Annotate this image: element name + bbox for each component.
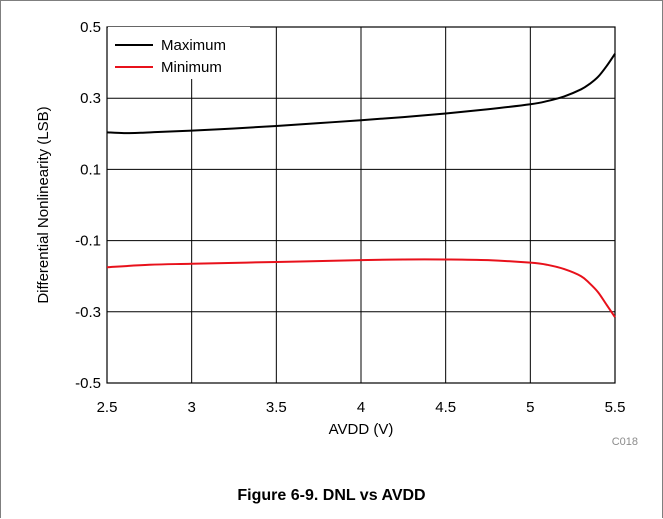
y-tick-label: -0.3 bbox=[75, 304, 101, 321]
legend-box bbox=[108, 27, 250, 79]
series-line-maximum bbox=[106, 53, 616, 135]
legend-label-minimum: Minimum bbox=[161, 59, 222, 76]
x-tick-label: 5 bbox=[526, 399, 534, 416]
series-lines bbox=[106, 53, 616, 318]
y-tick-label: -0.1 bbox=[75, 233, 101, 250]
x-tick-label: 2.5 bbox=[97, 399, 118, 416]
x-axis-label: AVDD (V) bbox=[329, 421, 394, 438]
figure-code: C018 bbox=[612, 436, 638, 448]
figure-caption: Figure 6-9. DNL vs AVDD bbox=[237, 487, 426, 504]
grid bbox=[107, 27, 615, 383]
legend: Maximum Minimum bbox=[108, 27, 250, 79]
x-tick-label: 4 bbox=[357, 399, 365, 416]
x-tick-label: 3.5 bbox=[266, 399, 287, 416]
y-axis-label: Differential Nonlinearity (LSB) bbox=[35, 106, 52, 303]
y-tick-label: 0.5 bbox=[80, 19, 101, 36]
x-tick-label: 4.5 bbox=[435, 399, 456, 416]
legend-label-maximum: Maximum bbox=[161, 37, 226, 54]
x-tick-labels: 2.5 3 3.5 4 4.5 5 5.5 bbox=[97, 399, 626, 416]
y-tick-label: 0.3 bbox=[80, 90, 101, 107]
x-tick-label: 3 bbox=[187, 399, 195, 416]
plot-border bbox=[106, 26, 616, 384]
series-line-minimum bbox=[106, 258, 616, 318]
y-tick-label: -0.5 bbox=[75, 375, 101, 392]
y-tick-label: 0.1 bbox=[80, 161, 101, 178]
y-tick-labels: 0.5 0.3 0.1 -0.1 -0.3 -0.5 bbox=[75, 19, 101, 392]
x-tick-label: 5.5 bbox=[605, 399, 626, 416]
